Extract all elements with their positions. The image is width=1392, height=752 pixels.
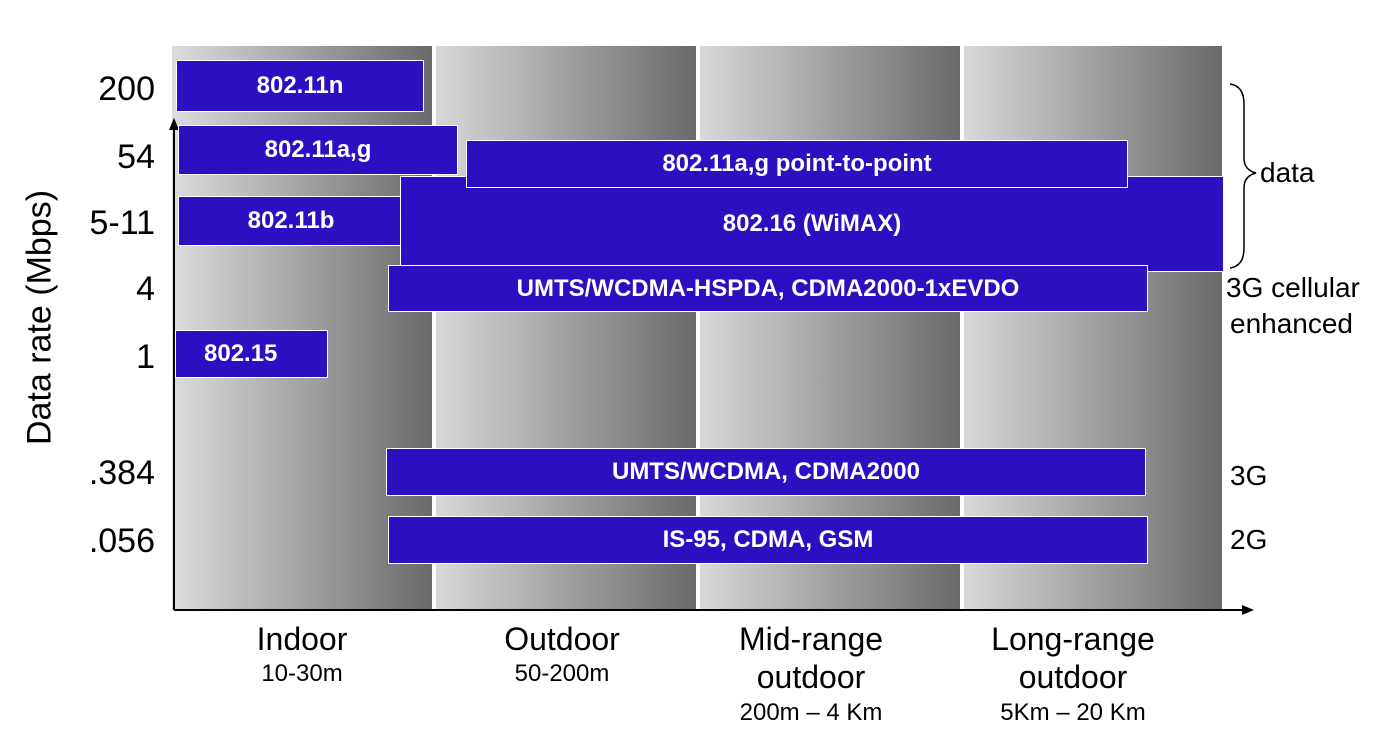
x-axis-arrow <box>1242 605 1254 615</box>
y-tick-54: 54 <box>117 138 155 176</box>
y-axis-arrow <box>169 118 179 130</box>
x-col-mid-range: Mid-range outdoor 200m – 4 Km <box>716 620 906 728</box>
y-tick-5-11: 5-11 <box>89 204 155 242</box>
y-axis-title: Data rate (Mbps) <box>20 189 59 446</box>
label-data: data <box>1260 157 1315 188</box>
y-tick-200: 200 <box>98 70 155 108</box>
bar-802-11b: 802.11b <box>178 196 404 246</box>
bar-umts-cdma2000: UMTS/WCDMA, CDMA2000 <box>386 448 1146 496</box>
bar-802-11ag: 802.11a,g <box>178 125 458 175</box>
x-col-long-range: Long-range outdoor 5Km – 20 Km <box>968 620 1178 728</box>
bar-802-16-wimax: 802.16 (WiMAX) <box>400 176 1224 272</box>
x-col-long-range-range: 5Km – 20 Km <box>1000 698 1146 726</box>
x-col-long-range-name: Long-range outdoor <box>991 621 1155 696</box>
x-col-outdoor-name: Outdoor <box>504 621 620 657</box>
bar-is95-cdma-gsm: IS-95, CDMA, GSM <box>388 516 1148 564</box>
bar-umts-hspda: UMTS/WCDMA-HSPDA, CDMA2000-1xEVDO <box>388 265 1148 312</box>
x-col-indoor-name: Indoor <box>256 621 348 657</box>
x-col-outdoor: Outdoor 50-200m <box>462 620 662 690</box>
label-enhanced: enhanced <box>1230 308 1354 339</box>
bar-802-11ag-p2p: 802.11a,g point-to-point <box>466 140 1128 188</box>
x-col-mid-range-range: 200m – 4 Km <box>739 698 883 726</box>
data-brace <box>1229 83 1257 269</box>
y-tick-1: 1 <box>136 338 155 376</box>
label-3g-cellular: 3G cellular <box>1226 272 1360 303</box>
label-2g: 2G <box>1230 524 1268 555</box>
label-3g: 3G <box>1230 460 1268 491</box>
x-col-indoor-range: 10-30m <box>261 660 343 688</box>
bar-802-11n: 802.11n <box>176 60 424 112</box>
y-tick-056: .056 <box>88 522 155 560</box>
x-col-indoor: Indoor 10-30m <box>202 620 402 690</box>
x-col-outdoor-range: 50-200m <box>514 660 610 688</box>
y-tick-4: 4 <box>136 270 155 308</box>
x-col-mid-range-name: Mid-range outdoor <box>738 621 884 696</box>
y-tick-384: .384 <box>88 454 155 492</box>
bar-802-15: 802.15 <box>175 330 328 378</box>
